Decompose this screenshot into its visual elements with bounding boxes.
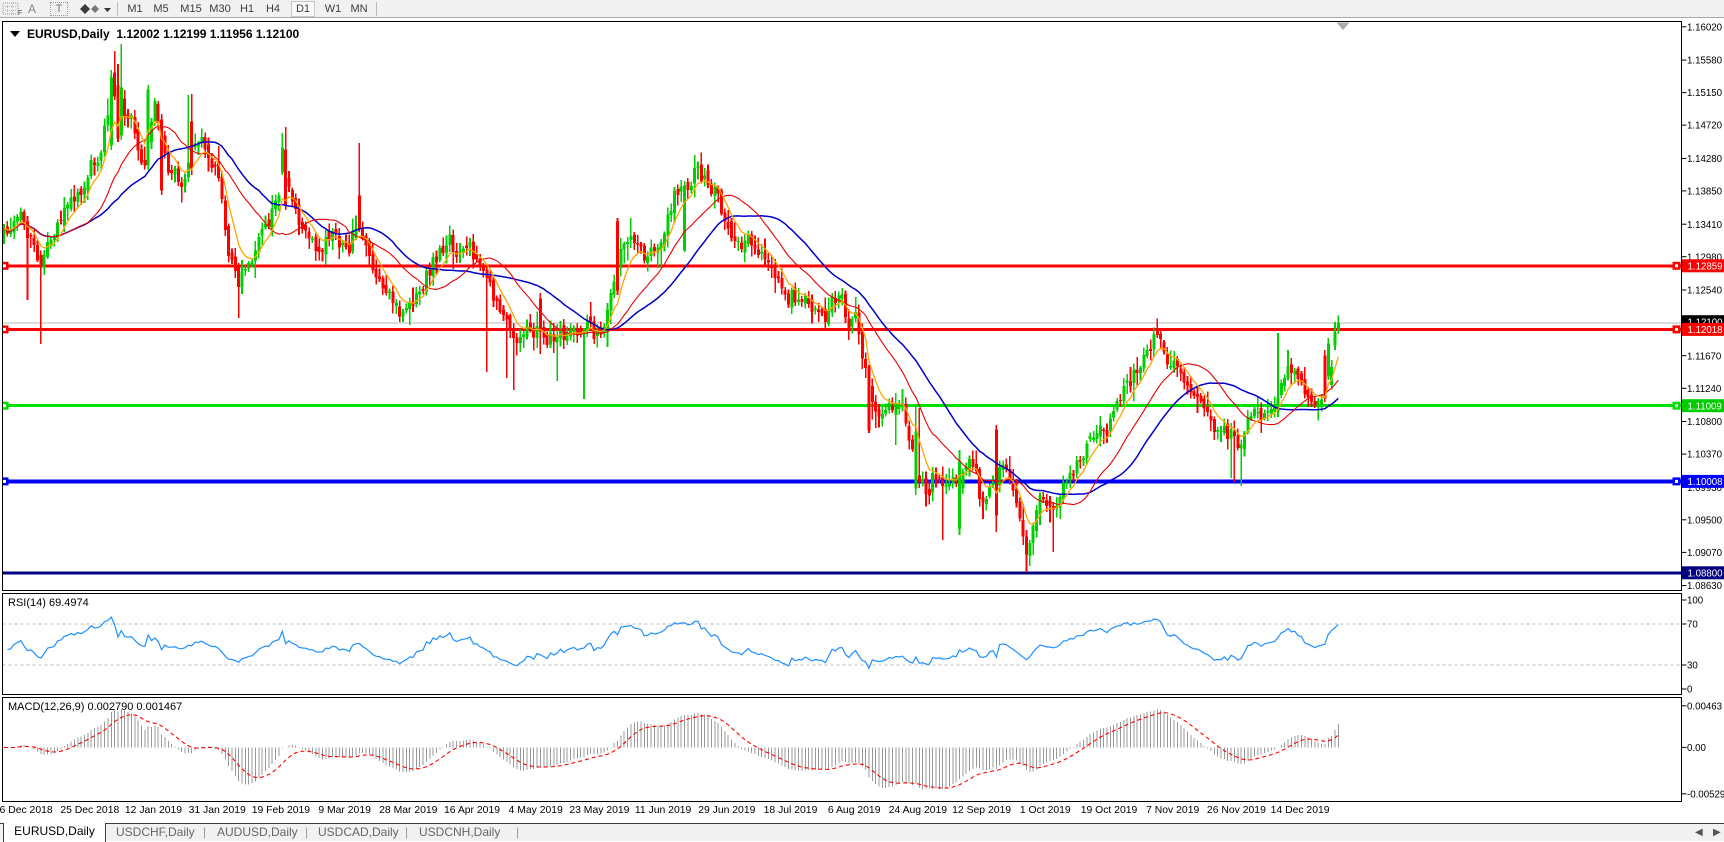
svg-text:28 Mar 2019: 28 Mar 2019 [379, 805, 438, 816]
svg-text:24 Aug 2019: 24 Aug 2019 [889, 805, 948, 816]
svg-text:1.09930: 1.09930 [1687, 483, 1723, 494]
svg-text:1.13410: 1.13410 [1687, 220, 1723, 231]
svg-text:23 May 2019: 23 May 2019 [569, 805, 629, 816]
svg-text:1.08800: 1.08800 [1688, 569, 1724, 580]
svg-text:7 Nov 2019: 7 Nov 2019 [1146, 805, 1199, 816]
svg-text:EURUSD,Daily 1.12002 1.12199: EURUSD,Daily 1.12002 1.12199 1.11956 1.1… [27, 27, 300, 41]
svg-text:1.16020: 1.16020 [1687, 22, 1723, 33]
svg-text:29 Jun 2019: 29 Jun 2019 [698, 805, 755, 816]
svg-text:1.11009: 1.11009 [1688, 402, 1722, 413]
svg-text:1.14280: 1.14280 [1687, 154, 1723, 165]
svg-text:9 Mar 2019: 9 Mar 2019 [318, 805, 371, 816]
svg-text:1.15580: 1.15580 [1687, 56, 1723, 67]
svg-text:1.12980: 1.12980 [1687, 252, 1723, 263]
svg-text:30: 30 [1687, 661, 1698, 672]
svg-text:26 Nov 2019: 26 Nov 2019 [1207, 805, 1266, 816]
svg-text:1.09070: 1.09070 [1687, 548, 1723, 559]
svg-text:12 Sep 2019: 12 Sep 2019 [952, 805, 1011, 816]
svg-text:14 Dec 2019: 14 Dec 2019 [1271, 805, 1330, 816]
svg-text:6 Aug 2019: 6 Aug 2019 [828, 805, 881, 816]
svg-text:1.14720: 1.14720 [1687, 121, 1723, 132]
svg-text:25 Dec 2018: 25 Dec 2018 [60, 805, 119, 816]
svg-text:1.11240: 1.11240 [1687, 384, 1722, 395]
svg-text:1.10370: 1.10370 [1687, 450, 1723, 461]
svg-text:1.10008: 1.10008 [1688, 477, 1723, 488]
svg-text:1.12018: 1.12018 [1688, 325, 1723, 336]
svg-text:0.00: 0.00 [1687, 743, 1706, 754]
svg-text:1 Oct 2019: 1 Oct 2019 [1020, 805, 1071, 816]
svg-text:F: F [18, 10, 22, 16]
svg-text:0: 0 [1687, 685, 1693, 696]
svg-text:0.00463: 0.00463 [1687, 701, 1722, 712]
svg-text:1.09500: 1.09500 [1687, 515, 1723, 526]
svg-text:MACD(12,26,9) 0.002790 0.00146: MACD(12,26,9) 0.002790 0.001467 [8, 701, 182, 713]
svg-text:RSI(14) 69.4974: RSI(14) 69.4974 [8, 597, 89, 609]
svg-text:70: 70 [1687, 620, 1698, 631]
svg-text:-0.005299: -0.005299 [1687, 789, 1724, 800]
svg-text:1.12540: 1.12540 [1687, 286, 1723, 297]
svg-text:1.15150: 1.15150 [1687, 88, 1723, 99]
svg-text:18 Jul 2019: 18 Jul 2019 [764, 805, 818, 816]
svg-text:1.12859: 1.12859 [1688, 262, 1723, 273]
svg-text:6 Dec 2018: 6 Dec 2018 [0, 805, 53, 816]
svg-text:1.10800: 1.10800 [1687, 417, 1723, 428]
svg-text:1.13850: 1.13850 [1687, 187, 1723, 198]
svg-text:4 May 2019: 4 May 2019 [509, 805, 564, 816]
svg-text:12 Jan 2019: 12 Jan 2019 [125, 805, 182, 816]
svg-text:1.11670: 1.11670 [1687, 351, 1722, 362]
svg-text:1.08630: 1.08630 [1687, 581, 1723, 592]
svg-text:19 Feb 2019: 19 Feb 2019 [252, 805, 311, 816]
svg-text:31 Jan 2019: 31 Jan 2019 [189, 805, 246, 816]
svg-text:19 Oct 2019: 19 Oct 2019 [1081, 805, 1138, 816]
svg-text:100: 100 [1687, 596, 1704, 607]
svg-text:16 Apr 2019: 16 Apr 2019 [444, 805, 500, 816]
svg-text:11 Jun 2019: 11 Jun 2019 [635, 805, 692, 816]
